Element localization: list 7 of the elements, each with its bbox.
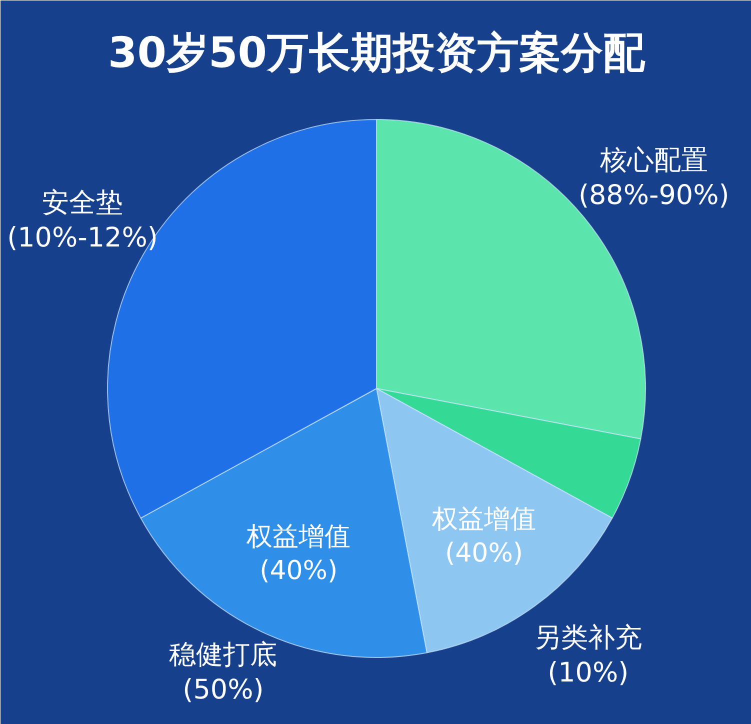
- slice-label: 安全垫 (10%-12%): [7, 187, 158, 254]
- chart-title: 30岁50万长期投资方案分配: [108, 28, 646, 77]
- text: 权益增值 (40%): [432, 504, 536, 568]
- slice-label: 核心配置 (88%-90%): [578, 145, 730, 212]
- slice-label: 另类补充 (10%): [534, 622, 642, 689]
- slice-label: 稳健打底 (50%): [169, 639, 278, 706]
- text: 权益增值 (40%): [246, 522, 351, 586]
